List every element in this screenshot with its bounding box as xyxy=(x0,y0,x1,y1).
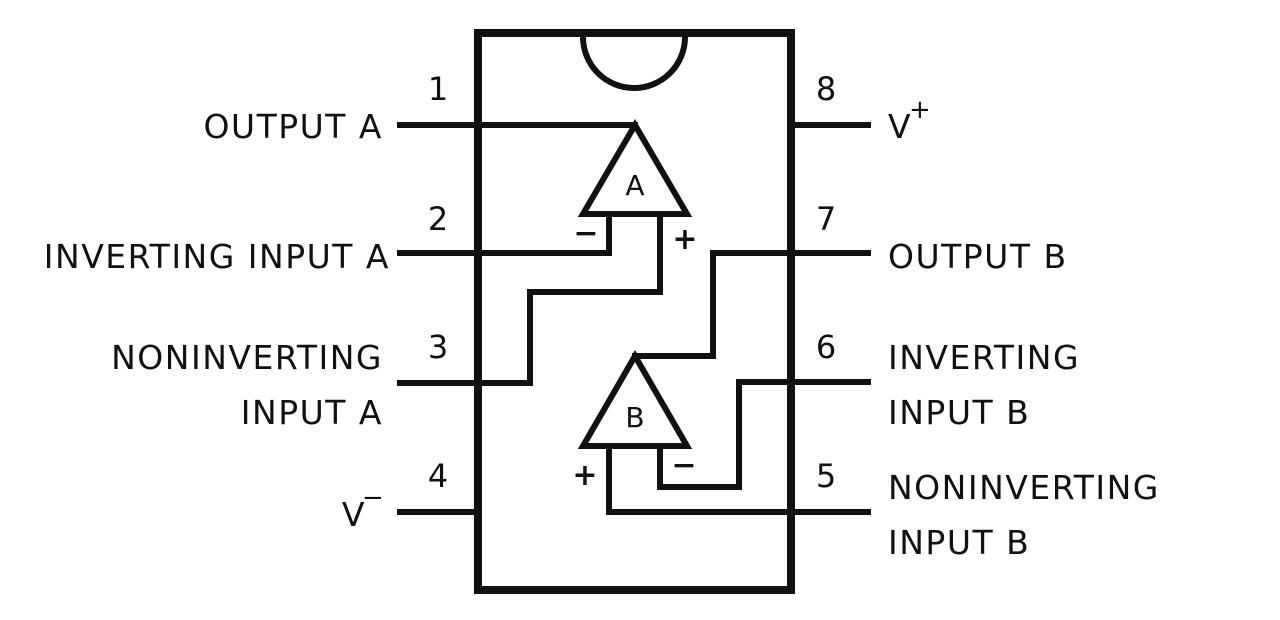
pin-number-4: 4 xyxy=(428,457,448,495)
label-v-minus-superscript: − xyxy=(362,483,385,513)
label-output-b: OUTPUT B xyxy=(888,237,1068,276)
label-v-minus: V xyxy=(342,495,366,534)
label-noninverting-input-a-line1: NONINVERTING xyxy=(111,338,383,377)
pin-number-7: 7 xyxy=(816,200,836,238)
op-amp-b-plus-sign: + xyxy=(572,458,597,493)
wire-noninverting-input-b xyxy=(606,443,794,515)
label-v-minus-base: V xyxy=(342,495,366,534)
op-amp-b-symbol xyxy=(577,350,693,449)
label-output-a: OUTPUT A xyxy=(203,107,383,146)
op-amp-a-plus-sign: + xyxy=(672,222,697,257)
pin-number-2: 2 xyxy=(428,200,448,238)
label-inverting-input-a: INVERTING INPUT A xyxy=(44,237,390,276)
label-v-plus-superscript: + xyxy=(909,95,932,125)
label-noninverting-input-b-line2: INPUT B xyxy=(888,523,1030,562)
op-amp-b-minus-sign: − xyxy=(671,448,696,483)
op-amp-b-name: B xyxy=(625,401,644,434)
pin-number-6: 6 xyxy=(816,328,836,366)
label-inverting-input-b-line1: INVERTING xyxy=(888,338,1080,377)
ic-package-body xyxy=(474,29,795,594)
pin-number-3: 3 xyxy=(428,328,448,366)
pin-number-5: 5 xyxy=(816,457,836,495)
op-amp-a-minus-sign: − xyxy=(573,216,598,251)
label-noninverting-input-a-line2: INPUT A xyxy=(241,393,383,432)
label-noninverting-input-b-line1: NONINVERTING xyxy=(888,468,1160,507)
label-v-plus: V xyxy=(888,107,912,146)
wire-inverting-input-a xyxy=(475,211,612,256)
wire-noninverting-input-a xyxy=(475,211,663,386)
wire-output-b xyxy=(632,250,794,359)
pin-number-8: 8 xyxy=(816,70,836,108)
op-amp-a-symbol xyxy=(577,119,693,217)
wire-inverting-input-b xyxy=(657,379,794,490)
op-amp-a-name: A xyxy=(625,169,644,202)
pin1-notch xyxy=(579,33,689,91)
pin-number-1: 1 xyxy=(428,70,448,108)
label-inverting-input-b-line2: INPUT B xyxy=(888,393,1030,432)
